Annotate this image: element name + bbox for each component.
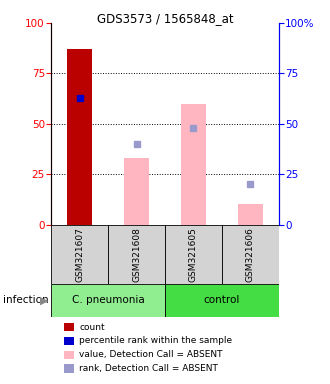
Bar: [181, 104, 206, 225]
Text: GSM321606: GSM321606: [246, 227, 255, 282]
Bar: [51, 284, 165, 317]
Bar: [238, 205, 263, 225]
Text: count: count: [79, 323, 105, 332]
Text: rank, Detection Call = ABSENT: rank, Detection Call = ABSENT: [79, 364, 218, 373]
Bar: [67, 49, 92, 225]
Bar: [222, 225, 279, 284]
Bar: [108, 225, 165, 284]
Text: value, Detection Call = ABSENT: value, Detection Call = ABSENT: [79, 350, 223, 359]
Text: GSM321605: GSM321605: [189, 227, 198, 282]
Text: GSM321607: GSM321607: [75, 227, 84, 282]
Text: C. pneumonia: C. pneumonia: [72, 295, 145, 306]
Text: infection: infection: [3, 295, 49, 305]
Bar: [124, 158, 149, 225]
Text: GDS3573 / 1565848_at: GDS3573 / 1565848_at: [97, 12, 233, 25]
Text: ▶: ▶: [40, 295, 49, 305]
Text: percentile rank within the sample: percentile rank within the sample: [79, 336, 232, 346]
Bar: [51, 225, 108, 284]
Text: control: control: [204, 295, 240, 306]
Text: GSM321608: GSM321608: [132, 227, 141, 282]
Bar: [165, 284, 279, 317]
Bar: [165, 225, 222, 284]
